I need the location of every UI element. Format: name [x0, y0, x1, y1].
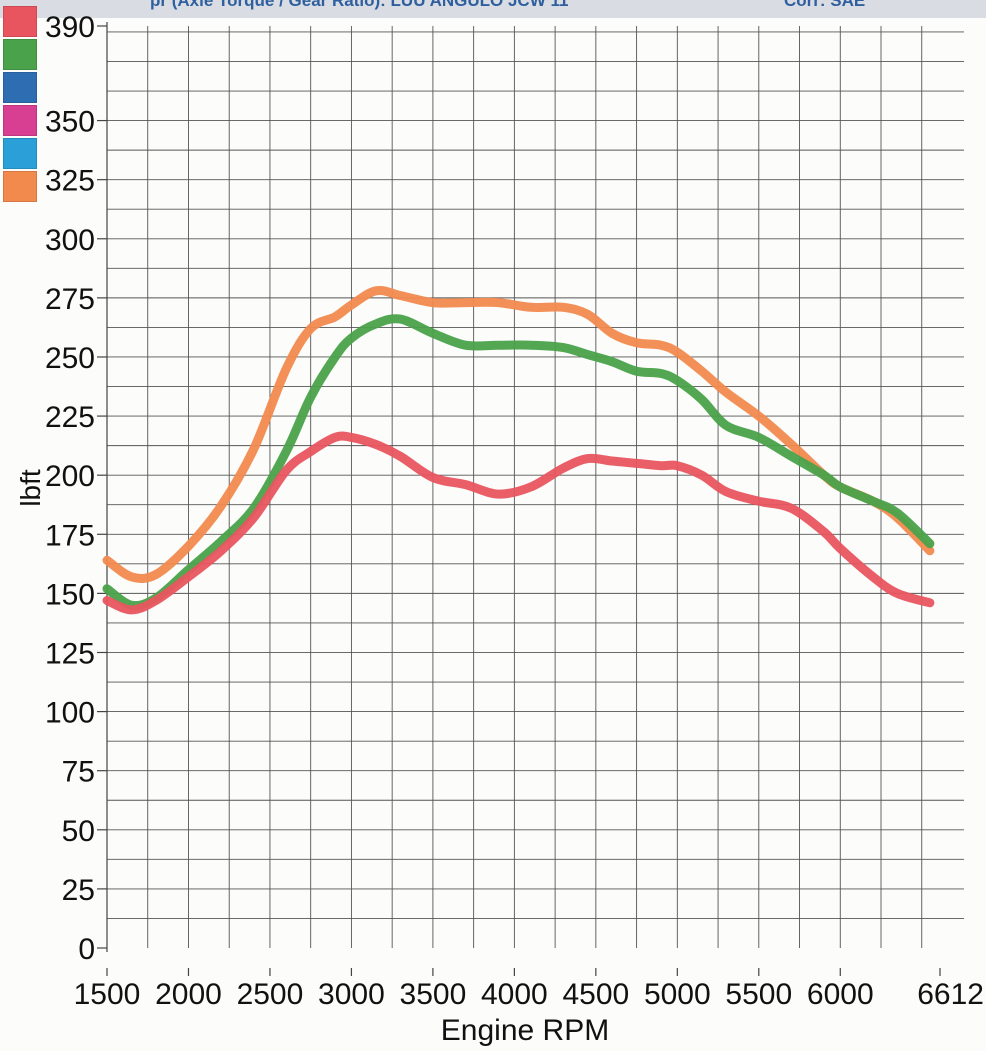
x-axis-label: Engine RPM: [441, 1014, 609, 1047]
y-tick-label: 25: [62, 874, 95, 907]
y-tick-label: 225: [45, 401, 95, 434]
x-tick-label: 2500: [237, 978, 304, 1011]
y-tick-label: 325: [45, 165, 95, 198]
series-lines: [102, 285, 935, 615]
x-tick-label: 6612: [917, 978, 984, 1011]
legend-swatch[interactable]: [3, 171, 37, 202]
legend-swatch[interactable]: [3, 105, 37, 136]
y-tick-label: 75: [62, 756, 95, 789]
y-axis-label: lbft: [15, 469, 46, 507]
legend-swatch[interactable]: [3, 138, 37, 169]
y-tick-labels: 0 25 50 75 100 125 150 175 200 225 250 275 300 325 350…: [45, 11, 95, 966]
y-tick-label: 250: [45, 342, 95, 375]
y-tick-label: 100: [45, 697, 95, 730]
series-line-1: [102, 314, 935, 611]
axes: [97, 22, 941, 976]
series-line-2: [102, 431, 935, 615]
x-tick-labels: 1500 2000 2500 3000 3500 4000 4500 5000 5500 6000…: [74, 978, 984, 1011]
x-tick-label: 6000: [807, 978, 874, 1011]
y-tick-label: 50: [62, 815, 95, 848]
y-tick-label: 200: [45, 460, 95, 493]
x-tick-label: 2000: [155, 978, 222, 1011]
y-tick-label: 275: [45, 283, 95, 316]
y-tick-label: 125: [45, 637, 95, 670]
x-tick-label: 3000: [318, 978, 385, 1011]
chart-header-title: pr (Axle Torque / Gear Ratio): LUU ANGUL…: [150, 0, 569, 10]
y-tick-label: 350: [45, 106, 95, 139]
run-color-legend: [3, 6, 37, 204]
y-tick-label: 390: [45, 11, 95, 44]
x-tick-label: 1500: [74, 978, 141, 1011]
x-tick-label: 3500: [400, 978, 467, 1011]
legend-swatch[interactable]: [3, 6, 37, 37]
grid-lines: [107, 26, 964, 948]
x-tick-label: 5500: [725, 978, 792, 1011]
x-tick-label: 5000: [644, 978, 711, 1011]
y-tick-label: 0: [78, 933, 95, 966]
x-tick-label: 4000: [481, 978, 548, 1011]
correction-label: Corr: SAE: [784, 0, 866, 10]
y-tick-label: 150: [45, 578, 95, 611]
legend-swatch[interactable]: [3, 39, 37, 70]
y-tick-label: 300: [45, 224, 95, 257]
y-tick-label: 175: [45, 519, 95, 552]
legend-swatch[interactable]: [3, 72, 37, 103]
x-tick-label: 4500: [562, 978, 629, 1011]
series-line-0: [102, 285, 935, 583]
chart-header: pr (Axle Torque / Gear Ratio): LUU ANGUL…: [0, 0, 986, 18]
